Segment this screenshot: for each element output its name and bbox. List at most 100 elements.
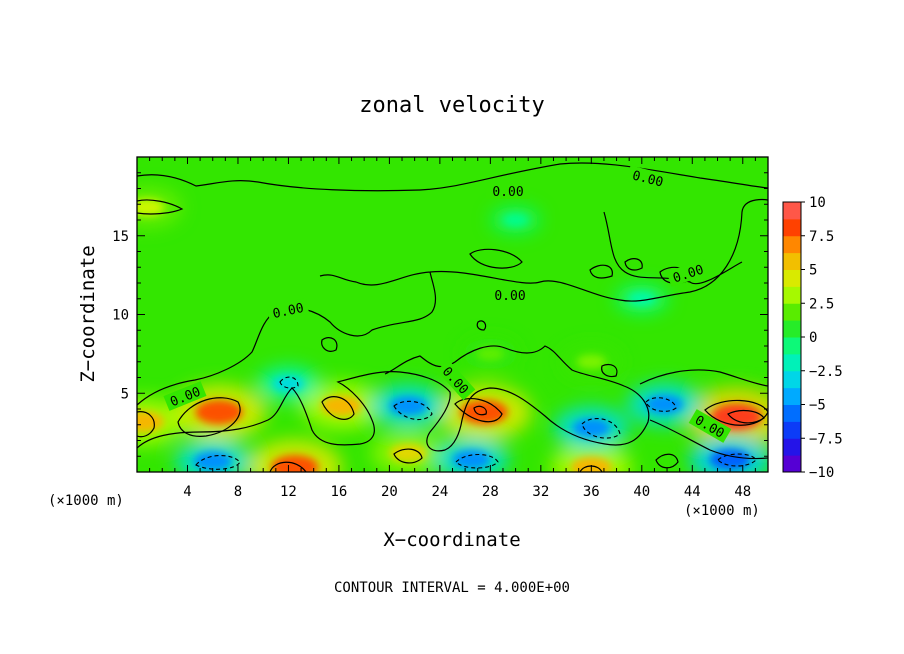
colorbar-segment (783, 353, 801, 372)
x-tick-label: 32 (532, 484, 549, 500)
colorbar-tick-label: −2.5 (809, 364, 843, 380)
colorbar-segment (783, 202, 801, 220)
heatmap-feature-16 (628, 292, 655, 306)
y-axis: 5 10 15 (112, 172, 768, 457)
contour-neg-42 (645, 397, 677, 412)
x-tick-label: 36 (583, 484, 600, 500)
contour-pos-left (177, 397, 241, 437)
x-tick-label: 16 (330, 484, 347, 500)
colorbar-tick-label: 5 (809, 263, 817, 279)
heatmap-feature-5 (137, 411, 164, 432)
heatmap-feature-19 (576, 354, 606, 369)
contour-pos-16 (321, 396, 355, 420)
contour-neg-47 (717, 453, 757, 467)
x-units-left: (×1000 m) (48, 493, 124, 509)
contour-pos-12 (269, 461, 307, 472)
contour-pos-28-inner (473, 405, 487, 416)
contour-label: 0.00 (494, 289, 525, 304)
contour-neg-12 (279, 376, 299, 389)
contour-neg-6 (195, 455, 241, 470)
colorbar-segment (783, 404, 801, 422)
colorbar: 10 7.5 5 2.5 0 −2.5 −5 −7.5 −10 (782, 195, 843, 481)
contour-pos-left-edge (137, 411, 155, 438)
contour-pos-28 (454, 397, 503, 423)
contour-blob-6 (321, 337, 338, 352)
colorbar-tick-label: −7.5 (809, 431, 843, 447)
plot-area: 0.00 0.00 0.00 0.00 0.00 0.00 0.00 0.00 (137, 157, 768, 472)
contour-label: 0.00 (271, 301, 305, 322)
contour-zero-left-top (137, 199, 184, 215)
heatmap-feature-17 (137, 198, 165, 216)
contour-blob-2 (589, 264, 613, 279)
y-tick-label: 5 (121, 386, 129, 402)
colorbar-segment (783, 252, 801, 270)
colorbar-segment (783, 218, 801, 237)
contour-blob-7 (601, 363, 618, 378)
heatmap-feature-1 (321, 395, 362, 417)
y-tick-label: 10 (112, 308, 129, 324)
x-tick-label: 4 (183, 484, 191, 500)
x-units-right: (×1000 m) (684, 503, 760, 519)
contour-zero-rightlow2 (649, 419, 768, 460)
heatmap-feature-11 (572, 418, 611, 438)
colorbar-tick-label: 0 (809, 330, 817, 346)
colorbar-segment (783, 438, 801, 456)
heatmap-feature-9 (389, 396, 428, 416)
colorbar-segment (783, 370, 801, 389)
heatmap-feature-7 (570, 456, 612, 472)
heatmap-feature-12 (645, 394, 684, 414)
heatmap-feature-18 (476, 347, 505, 361)
x-axis: 4 8 12 16 20 24 28 32 36 40 44 48 (149, 157, 756, 500)
x-axis-label: X−coordinate (383, 529, 520, 551)
heatmap-feature-14 (272, 376, 304, 392)
contour-blob-1 (469, 248, 523, 269)
x-tick-label: 12 (280, 484, 297, 500)
colorbar-tick-label: −10 (809, 465, 834, 481)
colorbar-tick-label: 7.5 (809, 229, 834, 245)
x-tick-label: 44 (684, 484, 701, 500)
contour-neg-26 (455, 453, 499, 469)
contour-lines (137, 162, 768, 472)
contour-blob-9 (655, 453, 679, 469)
colorbar-segment (783, 455, 801, 473)
contour-zero-lowband (137, 345, 650, 452)
colorbar-segment (783, 269, 801, 287)
heatmap-feature-0 (195, 399, 243, 425)
heatmap-feature-10 (452, 449, 491, 469)
contour-zero-upper (137, 162, 768, 192)
colorbar-tick-label: 10 (809, 195, 826, 211)
chart-title: zonal velocity (359, 93, 544, 118)
x-tick-label: 48 (734, 484, 751, 500)
heatmap-feature-4 (271, 455, 319, 472)
contour-label: 0.00 (492, 185, 523, 200)
x-tick-label: 24 (431, 484, 448, 500)
contour-neg-36 (581, 418, 621, 439)
x-tick-label: 20 (381, 484, 398, 500)
contour-label: 0.00 (631, 168, 665, 190)
contour-blob-8 (393, 448, 423, 464)
y-axis-label: Z−coordinate (77, 245, 99, 382)
heatmap-feature-15 (503, 214, 528, 226)
colorbar-segment (783, 303, 801, 321)
heatmap-feature-8 (193, 451, 232, 471)
negative-contours (195, 376, 757, 470)
heatmap-feature-6 (389, 443, 428, 463)
contour-zero-mid (319, 198, 768, 302)
x-tick-label: 40 (633, 484, 650, 500)
colorbar-tick-label: 2.5 (809, 296, 834, 312)
contour-zero-right (603, 211, 743, 285)
colorbar-segment (783, 421, 801, 439)
colorbar-segment (783, 286, 801, 304)
contour-blob-5 (476, 320, 487, 331)
colorbar-segment (783, 337, 801, 355)
contour-neg-21 (393, 400, 433, 421)
contour-pos-48-inner (727, 409, 765, 424)
colorbar-segment (783, 320, 801, 338)
colorbar-segment (783, 235, 801, 254)
colorbar-tick-label: −5 (809, 398, 826, 414)
colorbar-segment (783, 387, 801, 405)
x-tick-label: 28 (482, 484, 499, 500)
y-tick-label: 15 (112, 229, 129, 245)
contour-interval-note: CONTOUR INTERVAL = 4.000E+00 (334, 580, 570, 596)
